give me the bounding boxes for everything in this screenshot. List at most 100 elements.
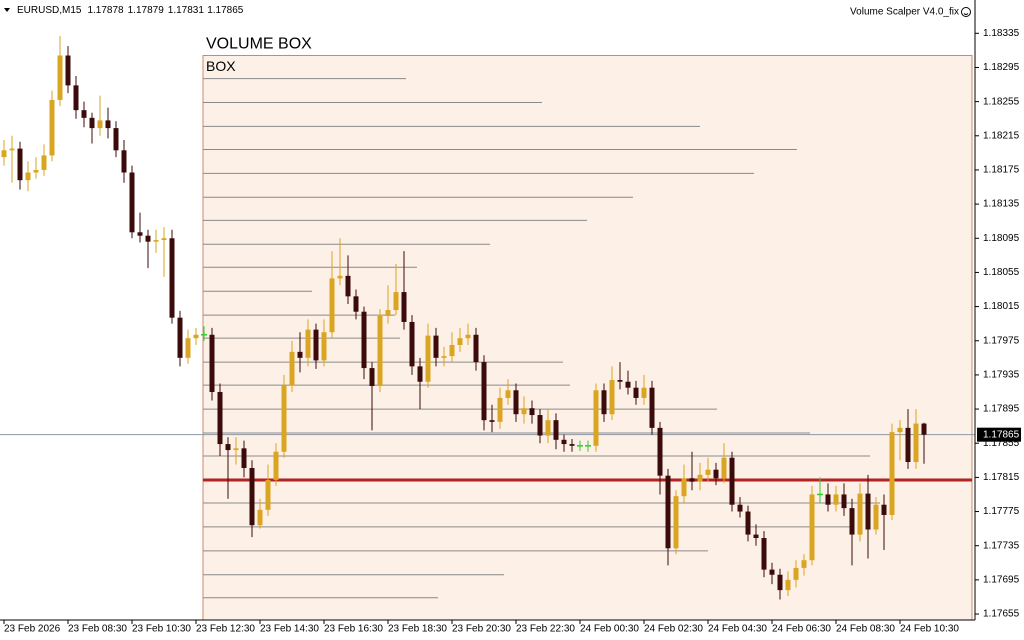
candle-body	[121, 150, 127, 173]
candle-body	[705, 469, 711, 475]
candle-body	[633, 387, 639, 398]
candle-body	[673, 496, 679, 549]
candle-body	[377, 315, 383, 387]
candle-body	[233, 448, 239, 451]
candle-body	[497, 397, 503, 422]
candle-body	[369, 368, 375, 387]
candle-body	[489, 420, 495, 422]
indicator-icon[interactable]	[961, 7, 971, 17]
candle-body	[849, 508, 855, 535]
candle-body	[569, 444, 575, 446]
candle-body	[665, 475, 671, 549]
candle-body	[297, 351, 303, 358]
chart-header: EURUSD,M15 1.17878 1.17879 1.17831 1.17865	[17, 5, 244, 16]
y-tick-label: 1.17935	[983, 370, 1020, 381]
candle-body	[889, 432, 895, 515]
candle-body	[761, 538, 767, 570]
candle-body	[161, 238, 167, 240]
candle-body	[537, 415, 543, 436]
candle-body	[49, 99, 55, 156]
header-close: 1.17865	[207, 5, 244, 16]
y-tick-label: 1.17735	[983, 540, 1020, 551]
candle-body	[281, 385, 287, 452]
candle-body	[769, 569, 775, 575]
candle-body	[745, 511, 751, 535]
candle-body	[153, 239, 159, 242]
candle-body	[809, 494, 815, 561]
candle-body	[113, 128, 119, 151]
candle-body	[649, 387, 655, 428]
x-tick-label: 23 Feb 12:30	[196, 624, 255, 635]
candle-body	[449, 345, 455, 357]
candle-body	[737, 504, 743, 512]
candle-body	[425, 335, 431, 382]
candle-body	[513, 390, 519, 415]
candle-body	[793, 567, 799, 580]
x-tick-label: 24 Feb 02:30	[644, 624, 703, 635]
candle-body	[681, 478, 687, 497]
candle-body	[689, 478, 695, 482]
candle-body	[601, 390, 607, 415]
candle-body	[753, 534, 759, 539]
header-high: 1.17879	[128, 5, 165, 16]
candle-body	[1, 150, 7, 158]
x-tick-label: 23 Feb 14:30	[260, 624, 319, 635]
candle-body	[609, 380, 615, 415]
candle-body	[321, 332, 327, 361]
candle-body	[41, 155, 47, 170]
y-tick-label: 1.17815	[983, 472, 1020, 483]
candle-body	[657, 427, 663, 476]
candle-body	[185, 338, 191, 358]
candle-body	[145, 235, 151, 242]
candle-body	[561, 439, 567, 445]
y-tick-label: 1.17775	[983, 506, 1020, 517]
y-tick-label: 1.17895	[983, 404, 1020, 415]
candle-body	[97, 120, 103, 129]
candle-body	[897, 427, 903, 433]
y-tick-label: 1.18335	[983, 28, 1020, 39]
candle-body	[89, 117, 95, 129]
candle-body	[409, 321, 415, 367]
x-tick-label: 23 Feb 16:30	[324, 624, 383, 635]
x-tick-label: 23 Feb 22:30	[516, 624, 575, 635]
candle-body	[329, 278, 335, 333]
y-tick-label: 1.18095	[983, 233, 1020, 244]
candle-body	[553, 420, 559, 440]
candle-body	[305, 329, 311, 358]
x-tick-label: 23 Feb 20:30	[452, 624, 511, 635]
candle-body	[241, 448, 247, 468]
x-tick-label: 24 Feb 10:30	[900, 624, 959, 635]
indicator-name: Volume Scalper V4.0_fix	[850, 7, 959, 18]
candle-body	[137, 232, 143, 236]
candle-body	[385, 310, 391, 316]
candle-body	[17, 148, 23, 181]
candle-body	[825, 494, 831, 505]
candle-body	[289, 351, 295, 386]
header-open: 1.17878	[87, 5, 124, 16]
x-tick-label: 24 Feb 08:30	[836, 624, 895, 635]
candle-body	[417, 366, 423, 382]
candle-body	[257, 509, 263, 526]
x-tick-label: 23 Feb 10:30	[132, 624, 191, 635]
candle-body	[777, 574, 783, 591]
candle-body	[57, 55, 63, 100]
candle-body	[105, 120, 111, 129]
candle-body	[225, 444, 231, 451]
y-tick-label: 1.17975	[983, 335, 1020, 346]
candle-body	[393, 292, 399, 310]
candle-body	[337, 275, 343, 279]
candle-body	[129, 172, 135, 233]
candle-body	[921, 423, 927, 435]
candle-body	[353, 296, 359, 312]
y-tick-label: 1.17695	[983, 575, 1020, 586]
candle-body	[457, 338, 463, 346]
candle-body	[697, 474, 703, 482]
box-label: BOX	[206, 58, 236, 74]
y-tick-label: 1.18295	[983, 62, 1020, 73]
candle-body	[481, 362, 487, 421]
y-tick-label: 1.18215	[983, 130, 1020, 141]
candle-body	[209, 334, 215, 392]
candle-body	[521, 408, 527, 415]
menu-icon[interactable]	[4, 8, 10, 12]
